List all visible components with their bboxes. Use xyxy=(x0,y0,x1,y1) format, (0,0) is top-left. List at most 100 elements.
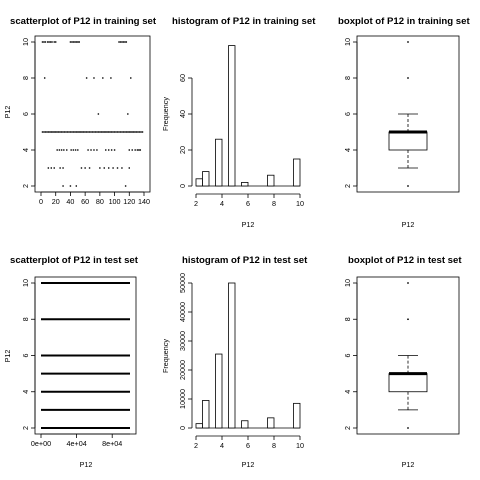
y-tick-label: 2 xyxy=(21,426,30,430)
data-point xyxy=(130,77,132,79)
x-axis-label: P12 xyxy=(402,220,415,229)
y-tick-label: 4 xyxy=(343,390,352,394)
data-point xyxy=(119,131,122,133)
x-tick-label: 140 xyxy=(138,197,150,206)
x-axis-label: P12 xyxy=(242,220,255,229)
y-tick-label: 30000 xyxy=(178,331,187,351)
x-tick-label: 4e+04 xyxy=(67,439,87,448)
y-tick-label: 2 xyxy=(343,184,352,188)
data-point xyxy=(43,77,46,79)
panel-training-scatter: scatterplot of P12 in training set P12 2… xyxy=(3,16,157,206)
data-point xyxy=(41,131,44,133)
data-point xyxy=(105,149,107,151)
data-point xyxy=(107,149,110,151)
panel-test-boxplot: boxplot of P12 in test set P12 2 4 6 8 10 xyxy=(343,255,462,469)
y-tick-label: 6 xyxy=(343,354,352,358)
chart-title: scatterplot of P12 in test set xyxy=(10,255,139,266)
histogram-bar xyxy=(293,158,301,187)
y-tick-label: 6 xyxy=(21,354,30,358)
data-point xyxy=(55,41,57,43)
panel-training-histogram: histogram of P12 in training set P12 Fre… xyxy=(161,16,316,229)
histogram-bar xyxy=(202,400,210,429)
data-point xyxy=(99,167,101,169)
data-point xyxy=(47,131,50,133)
data-point xyxy=(49,131,51,133)
data-point xyxy=(141,131,144,133)
x-axis-label: P12 xyxy=(402,460,415,469)
data-point xyxy=(53,41,55,43)
data-point xyxy=(138,131,141,133)
y-axis-label: P12 xyxy=(3,350,12,363)
y-tick-label: 4 xyxy=(343,148,352,152)
x-tick-label: 0 xyxy=(39,197,43,206)
data-point xyxy=(53,131,55,133)
histogram-bar xyxy=(195,423,203,429)
x-tick-label: 10 xyxy=(296,199,304,208)
data-point xyxy=(121,131,123,133)
data-point xyxy=(71,41,73,43)
data-point xyxy=(49,41,52,43)
data-point xyxy=(107,131,110,133)
data-point xyxy=(139,149,142,151)
x-tick-label: 6 xyxy=(246,199,250,208)
x-tick-label: 80 xyxy=(96,197,104,206)
data-point xyxy=(122,131,125,133)
x-tick-label: 4 xyxy=(220,441,224,450)
data-point xyxy=(60,149,63,151)
data-point xyxy=(50,131,52,133)
data-point xyxy=(50,167,52,169)
data-point xyxy=(88,131,91,133)
data-point xyxy=(128,167,130,169)
x-tick-label: 8e+04 xyxy=(102,439,122,448)
data-point xyxy=(78,131,80,133)
data-point xyxy=(127,131,129,133)
x-tick-label: 0e+00 xyxy=(31,439,51,448)
data-point xyxy=(41,41,44,43)
data-point xyxy=(66,149,68,151)
histogram-bar xyxy=(267,417,275,429)
data-point xyxy=(88,167,91,169)
data-point xyxy=(135,131,138,133)
data-point xyxy=(100,131,103,133)
data-point xyxy=(113,149,116,151)
outlier-point xyxy=(407,318,409,321)
data-point xyxy=(82,131,85,133)
y-tick-label: 10 xyxy=(343,279,352,287)
data-point xyxy=(56,131,58,133)
histogram-bar xyxy=(228,45,236,187)
x-axis-label: P12 xyxy=(242,460,255,469)
data-point xyxy=(96,149,98,151)
data-point xyxy=(84,167,86,169)
data-point xyxy=(130,131,132,133)
data-point xyxy=(53,167,55,169)
y-tick-label: 20 xyxy=(178,146,187,154)
y-axis-label: Frequency xyxy=(161,339,170,373)
data-point xyxy=(99,131,101,133)
histogram-bar xyxy=(215,138,223,187)
data-point xyxy=(140,131,142,133)
data-point xyxy=(66,131,69,133)
y-tick-label: 40 xyxy=(178,110,187,118)
data-point xyxy=(112,131,114,133)
data-point xyxy=(75,131,78,133)
outlier-point xyxy=(407,77,409,79)
data-point xyxy=(80,167,83,169)
data-point xyxy=(94,131,97,133)
data-point xyxy=(90,149,92,151)
data-point xyxy=(105,131,107,133)
data-point xyxy=(43,41,45,43)
data-point xyxy=(128,131,130,133)
data-point xyxy=(136,149,139,151)
data-point xyxy=(63,149,65,151)
data-point xyxy=(110,131,113,133)
data-point xyxy=(78,41,80,43)
x-tick-label: 20 xyxy=(52,197,60,206)
data-point xyxy=(102,77,104,79)
data-point xyxy=(97,131,100,133)
data-point xyxy=(59,167,61,169)
data-point xyxy=(77,41,79,43)
y-tick-label: 0 xyxy=(178,426,187,430)
data-point xyxy=(96,131,98,133)
data-point xyxy=(87,149,89,151)
x-tick-label: 100 xyxy=(109,197,121,206)
